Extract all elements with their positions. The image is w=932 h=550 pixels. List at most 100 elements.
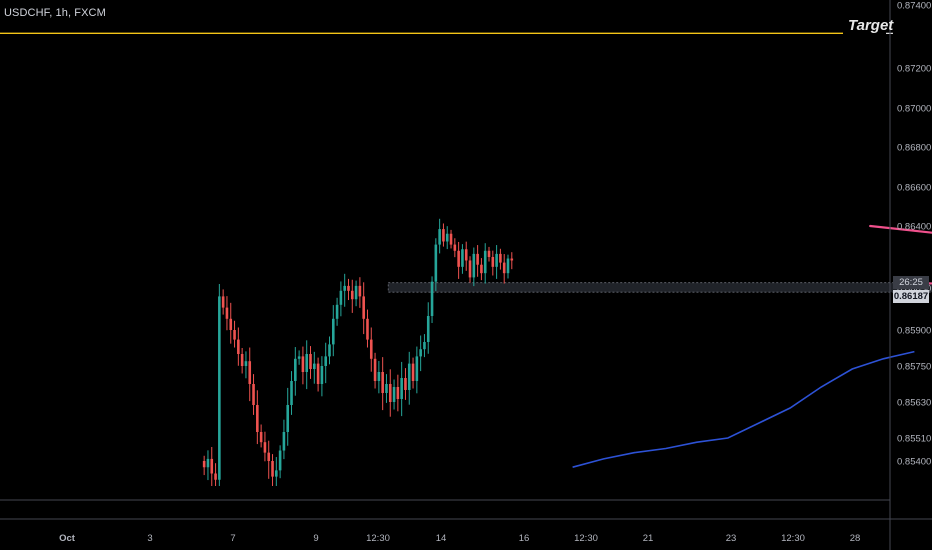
candle-body [369,339,373,359]
price-tick-label: 0.87400 [897,1,931,12]
candle-body [354,285,358,300]
candle-body [472,253,476,278]
candle-body [350,290,354,300]
price-tick-label: 0.86400 [897,222,931,233]
candle-body [240,354,244,366]
candle-body [275,470,278,477]
candle-body [381,372,384,393]
candle-body [392,387,396,402]
price-tick-label: 0.85750 [897,362,931,373]
candle-body [407,363,411,390]
candle-body [286,405,290,432]
candle-body [263,442,267,453]
candle-body [430,281,434,316]
target-label: Target [848,17,894,34]
candle-body [495,253,498,267]
candle-body [202,461,206,468]
candle-body [233,330,236,340]
candle-body [206,458,210,468]
candle-body [411,363,415,381]
candle-body [423,342,426,350]
time-tick-label: 23 [726,533,737,544]
candle-body [510,258,514,261]
candle-body [468,260,472,278]
last-price-tag: 0.86187 [893,290,929,303]
candle-body [278,450,282,471]
candle-body [301,356,305,372]
price-tick-label: 0.86600 [897,183,931,194]
candle-body [225,307,229,319]
candle-body [256,405,259,432]
candle-body [404,378,407,390]
price-tick-label: 0.85510 [897,434,931,445]
time-tick-label: 9 [313,533,318,544]
candle-body [210,458,214,474]
candle-body [267,452,271,461]
candle-body [259,432,263,443]
candle-body [461,249,464,267]
candle-body [362,296,365,319]
candle-body [445,233,449,242]
candle-body [335,304,339,319]
candle-body [324,356,327,366]
price-tick-label: 0.86050 [897,284,931,295]
candle-body [483,250,487,274]
price-tick-label: 0.87000 [897,104,931,115]
candle-body [476,253,479,265]
candle-body [415,356,419,381]
time-tick-label: 12:30 [366,533,390,544]
time-tick-label: 12:30 [574,533,598,544]
candle-body [491,256,495,267]
candle-body [426,316,430,342]
candle-body [229,318,233,330]
price-tick-label: 0.86800 [897,143,931,154]
candle-body [396,387,400,399]
candle-body [487,250,491,257]
time-tick-label: 14 [436,533,447,544]
candle-body [480,264,483,274]
candle-body [499,253,502,263]
candle-body [442,229,445,242]
time-tick-label: 3 [147,533,152,544]
bar-countdown-tag: 26:25 [893,276,929,289]
candle-body [339,290,343,305]
candle-body [294,358,297,381]
candle-body [316,363,320,384]
price-tick-label: 0.85630 [897,398,931,409]
candle-body [453,244,457,251]
candle-body [385,384,388,393]
time-tick-label: Oct [59,533,76,544]
candle-body [331,318,335,345]
candle-body [457,250,460,267]
candle-body [419,349,422,357]
candle-body [434,244,438,282]
price-tick-label: 0.87200 [897,64,931,75]
candle-body [221,296,225,308]
moving-average-line [572,350,915,468]
candle-body [464,249,468,261]
candle-body [449,233,453,245]
candle-body [252,384,255,405]
time-tick-label: 21 [643,533,654,544]
triangle-upper-line [869,224,932,234]
candle-body [377,372,381,381]
candle-body [282,432,286,451]
candle-body [305,354,309,372]
candle-body [373,358,377,381]
candle-body [400,378,403,399]
candle-body [214,473,217,480]
candle-body [297,356,301,359]
candle-body [320,366,324,384]
time-tick-label: 12:30 [781,533,805,544]
candle-body [347,285,350,291]
price-tick-label: 0.85900 [897,326,931,337]
candle-body [358,285,362,297]
candle-body [328,344,331,357]
time-tick-label: 28 [850,533,861,544]
time-tick-label: 16 [519,533,530,544]
candle-body [271,461,274,477]
candle-body [506,258,510,274]
candle-body [237,339,240,354]
